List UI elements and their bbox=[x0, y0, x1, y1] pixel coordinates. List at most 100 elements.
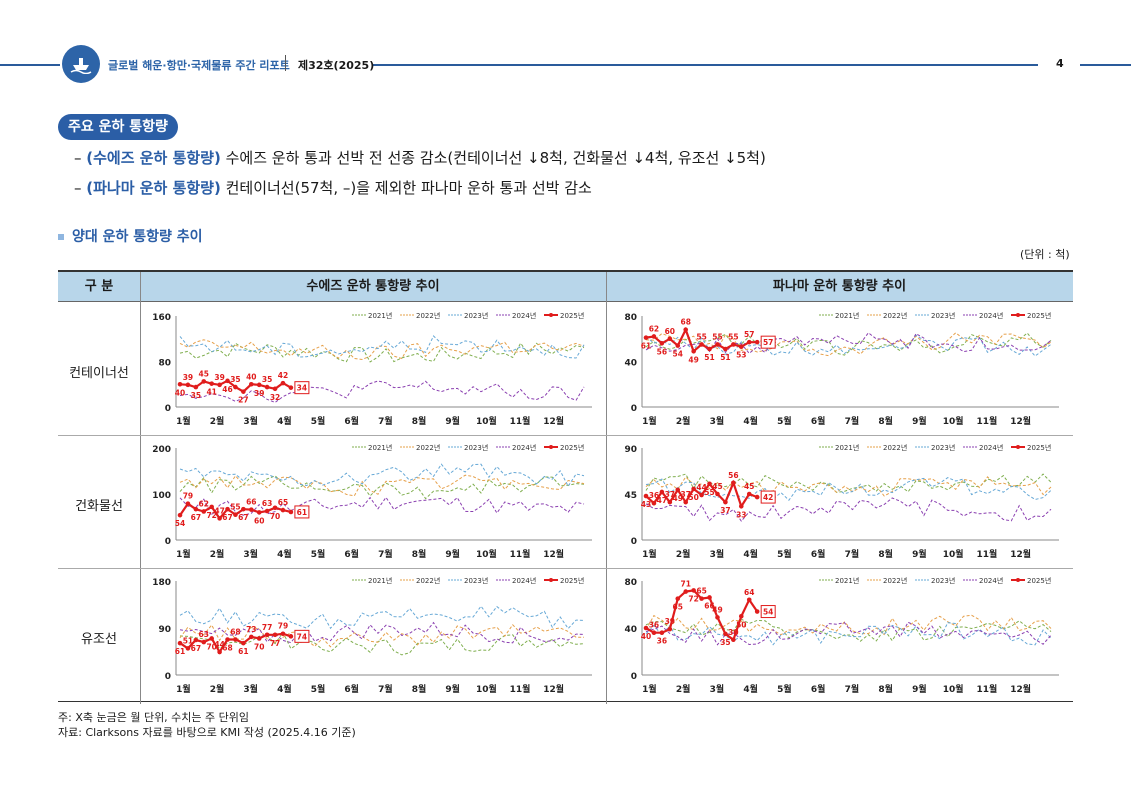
data-point-2025 bbox=[225, 378, 230, 384]
table-header: 구 분 수에즈 운하 통항량 추이 파나마 운하 통항량 추이 bbox=[58, 272, 1073, 302]
data-label-2025: 74 bbox=[297, 632, 307, 641]
header-rule-middle bbox=[372, 64, 1038, 66]
legend-label: 2022년 bbox=[883, 311, 907, 320]
data-label-2025: 51 bbox=[720, 353, 730, 362]
month-tick-label: 2월 bbox=[210, 548, 225, 560]
bullet-panama: – (파나마 운하 통항량) 컨테이너선(57척, –)을 제외한 파나마 운하… bbox=[74, 177, 592, 198]
month-tick-label: 9월 bbox=[912, 548, 927, 560]
subsection-title: 양대 운하 통항량 추이 bbox=[58, 226, 203, 246]
series-line-y2022 bbox=[645, 614, 1052, 636]
data-label-2025: 66 bbox=[704, 601, 714, 610]
y-tick-label: 0 bbox=[631, 672, 637, 682]
month-tick-label: 2월 bbox=[676, 683, 691, 695]
legend-label: 2025년 bbox=[1027, 443, 1051, 452]
data-label-2025: 42 bbox=[278, 371, 288, 380]
data-label-2025: 54 bbox=[175, 519, 185, 528]
data-label-2025: 37 bbox=[720, 506, 730, 515]
month-tick-label: 2월 bbox=[676, 415, 691, 427]
legend-label: 2021년 bbox=[835, 311, 859, 320]
data-label-2025: 67 bbox=[191, 513, 201, 522]
data-point-2025 bbox=[715, 615, 720, 620]
data-point-2025 bbox=[185, 501, 191, 506]
data-label-2025: 63 bbox=[262, 499, 272, 508]
data-point-2025 bbox=[248, 634, 254, 640]
col-header-category: 구 분 bbox=[84, 279, 114, 294]
legend-label: 2021년 bbox=[368, 443, 392, 452]
data-point-2025 bbox=[723, 499, 728, 505]
y-tick-label: 90 bbox=[158, 625, 171, 635]
last-value-box bbox=[760, 490, 776, 504]
data-point-2025 bbox=[201, 639, 207, 645]
data-point-2025 bbox=[272, 632, 278, 638]
col-divider bbox=[140, 272, 141, 704]
series-line-y2023 bbox=[179, 605, 585, 630]
month-tick-label: 10월 bbox=[476, 415, 497, 427]
data-label-2025: 51 bbox=[183, 636, 193, 645]
legend-label: 2021년 bbox=[368, 576, 392, 585]
data-label-2025: 49 bbox=[712, 605, 722, 614]
data-label-2025: 27 bbox=[238, 396, 248, 405]
data-label-2025: 36 bbox=[649, 621, 659, 630]
data-point-2025 bbox=[667, 626, 673, 632]
series-line-y2024 bbox=[645, 497, 1052, 522]
data-label-2025: 61 bbox=[641, 342, 651, 351]
legend-label: 2025년 bbox=[1027, 576, 1051, 585]
bullet-highlight: (수에즈 운하 통항량) bbox=[86, 149, 221, 167]
col-header-suez: 수에즈 운하 통항량 추이 bbox=[306, 279, 440, 294]
month-tick-label: 5월 bbox=[777, 683, 792, 695]
y-tick-label: 90 bbox=[624, 445, 637, 455]
issue-number: 제32호(2025) bbox=[298, 59, 375, 72]
month-tick-label: 2월 bbox=[210, 683, 225, 695]
month-tick-label: 6월 bbox=[344, 415, 359, 427]
month-tick-label: 10월 bbox=[943, 548, 964, 560]
data-point-2025 bbox=[177, 512, 183, 518]
month-tick-label: 5월 bbox=[311, 415, 326, 427]
data-point-2025 bbox=[754, 609, 760, 614]
data-label-2025: 44 bbox=[214, 640, 224, 649]
data-point-2025 bbox=[209, 636, 214, 641]
month-tick-label: 5월 bbox=[777, 415, 792, 427]
data-point-2025 bbox=[675, 487, 681, 493]
data-point-2025 bbox=[201, 509, 207, 514]
data-label-2025: 51 bbox=[704, 353, 714, 362]
data-point-2025 bbox=[723, 631, 728, 637]
month-tick-label: 10월 bbox=[943, 415, 964, 427]
legend-label: 2024년 bbox=[979, 311, 1003, 320]
kmi-logo bbox=[62, 45, 100, 83]
data-point-2025 bbox=[643, 335, 649, 340]
data-label-2025: 39 bbox=[254, 389, 264, 398]
data-label-2025: 47 bbox=[214, 506, 224, 515]
month-tick-label: 3월 bbox=[710, 548, 725, 560]
data-point-2025 bbox=[256, 382, 262, 388]
data-label-2025: 40 bbox=[641, 632, 651, 641]
legend-label: 2021년 bbox=[835, 576, 859, 585]
col-divider bbox=[606, 272, 607, 704]
data-label-2025: 33 bbox=[736, 510, 746, 519]
data-label-2025: 68 bbox=[680, 318, 690, 327]
data-label-2025: 60 bbox=[254, 516, 264, 525]
legend-marker bbox=[1016, 313, 1020, 317]
y-tick-label: 80 bbox=[624, 313, 637, 323]
legend-label: 2024년 bbox=[979, 576, 1003, 585]
data-label-2025: 55 bbox=[230, 503, 240, 512]
data-label-2025: 49 bbox=[673, 494, 683, 503]
data-point-2025 bbox=[177, 640, 183, 646]
footnote-axis: 주: X축 눈금은 월 단위, 수치는 주 단위임 bbox=[58, 711, 250, 724]
data-point-2025 bbox=[738, 503, 744, 509]
legend-label: 2022년 bbox=[883, 443, 907, 452]
legend-label: 2023년 bbox=[931, 443, 955, 452]
data-point-2025 bbox=[683, 327, 689, 332]
data-label-2025: 71 bbox=[680, 580, 690, 589]
data-label-2025: 36 bbox=[649, 491, 659, 500]
month-tick-label: 3월 bbox=[710, 415, 725, 427]
data-label-2025: 50 bbox=[688, 493, 698, 502]
data-label-2025: 61 bbox=[175, 647, 185, 656]
month-tick-label: 9월 bbox=[912, 683, 927, 695]
data-label-2025: 62 bbox=[649, 324, 659, 333]
month-tick-label: 3월 bbox=[243, 548, 258, 560]
series-line-y2022 bbox=[179, 474, 585, 497]
row-label-tanker: 유조선 bbox=[81, 632, 117, 647]
bullet-dash: – bbox=[74, 179, 82, 197]
y-tick-label: 80 bbox=[158, 359, 171, 369]
data-point-2025 bbox=[193, 506, 199, 512]
